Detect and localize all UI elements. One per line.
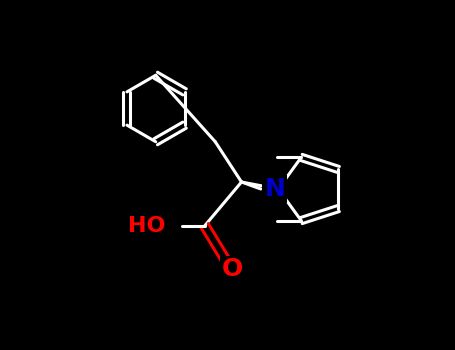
Text: N: N <box>264 177 285 201</box>
Text: HO: HO <box>128 216 166 236</box>
Text: O: O <box>222 258 243 281</box>
